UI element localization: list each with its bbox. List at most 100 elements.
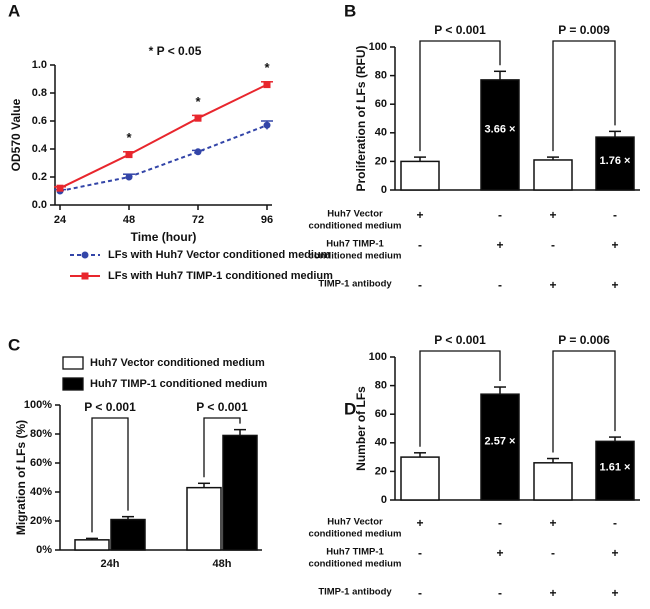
p-value: P = 0.009 [558, 23, 610, 37]
legend-label: Huh7 TIMP-1 conditioned medium [90, 378, 267, 390]
treatment-sign: + [416, 516, 423, 530]
treatment-sign: - [498, 278, 502, 292]
treatment-label: TIMP-1 antibody [318, 587, 392, 598]
p-value: P < 0.001 [434, 23, 486, 37]
series-line [59, 124, 268, 192]
y-tick-label: 20% [30, 515, 52, 527]
fold-change: 1.61 × [600, 462, 631, 474]
treatment-sign: + [611, 238, 618, 252]
treatment-sign: - [418, 278, 422, 292]
x-tick-label: 48h [213, 558, 232, 570]
y-tick-label: 60 [375, 98, 387, 110]
panel-label: C [8, 335, 20, 354]
significance-mark: * [126, 130, 132, 145]
x-tick-label: 48 [123, 214, 135, 226]
bar [533, 159, 573, 191]
bar [480, 79, 520, 191]
point [56, 184, 64, 192]
panel-label: D [344, 399, 356, 418]
treatment-sign: + [549, 516, 556, 530]
y-tick-label: 80% [30, 428, 52, 440]
bar [110, 518, 146, 551]
treatment-label: conditioned medium [309, 251, 402, 262]
bar [595, 136, 635, 191]
treatment-sign: + [549, 208, 556, 222]
treatment-sign: + [611, 586, 618, 600]
bar [400, 456, 440, 501]
y-tick-label: 0.2 [32, 171, 47, 183]
y-tick-label: 80 [375, 380, 387, 392]
comparison-bracket [203, 417, 241, 478]
y-tick-label: 40 [375, 127, 387, 139]
x-axis-label: Time (hour) [131, 230, 197, 244]
p-value: P < 0.001 [84, 400, 136, 414]
treatment-label: conditioned medium [309, 529, 402, 540]
treatment-sign: - [418, 586, 422, 600]
y-tick-label: 40 [375, 437, 387, 449]
y-axis-label: Number of LFs [354, 386, 368, 471]
bar [400, 160, 440, 191]
legend-marker [81, 251, 89, 259]
y-tick-label: 1.0 [32, 59, 47, 71]
treatment-sign: + [496, 238, 503, 252]
y-tick-label: 60% [30, 457, 52, 469]
p-value: P = 0.006 [558, 333, 610, 347]
p-value: P < 0.001 [434, 333, 486, 347]
comparison-bracket [91, 417, 129, 533]
y-tick-label: 20 [375, 155, 387, 167]
y-axis-label: Migration of LFs (%) [14, 420, 28, 535]
legend-swatch [62, 377, 84, 391]
panel-label: B [344, 1, 356, 20]
legend-label: LFs with Huh7 TIMP-1 conditioned medium [108, 270, 333, 282]
point [194, 148, 202, 156]
point [263, 121, 271, 129]
point [125, 151, 133, 159]
y-tick-label: 40% [30, 486, 52, 498]
legend-label: Huh7 Vector conditioned medium [90, 357, 265, 369]
point [125, 173, 133, 181]
treatment-sign: - [498, 586, 502, 600]
p-value: P < 0.001 [196, 400, 248, 414]
treatment-sign: + [549, 586, 556, 600]
treatment-sign: - [418, 546, 422, 560]
y-tick-label: 0 [381, 494, 387, 506]
series-line [59, 83, 268, 190]
treatment-sign: - [498, 208, 502, 222]
y-tick-label: 100 [369, 351, 387, 363]
bar [533, 462, 573, 501]
treatment-sign: + [549, 278, 556, 292]
y-tick-label: 0 [381, 184, 387, 196]
treatment-sign: + [416, 208, 423, 222]
treatment-sign: - [551, 238, 555, 252]
comparison-bracket [419, 350, 501, 447]
x-tick-label: 24h [101, 558, 120, 570]
bar [222, 434, 258, 551]
treatment-sign: - [613, 208, 617, 222]
fold-change: 2.57 × [485, 436, 516, 448]
comparison-bracket [552, 40, 616, 152]
panel-label: A [8, 1, 20, 20]
y-tick-label: 0.4 [32, 143, 48, 155]
y-tick-label: 80 [375, 70, 387, 82]
y-tick-label: 0.0 [32, 199, 47, 211]
x-tick-label: 24 [54, 214, 67, 226]
y-axis-label: Proliferation of LFs (RFU) [354, 46, 368, 192]
legend-swatch [62, 356, 84, 370]
treatment-label: Huh7 Vector [327, 209, 383, 220]
y-tick-label: 60 [375, 408, 387, 420]
y-tick-label: 100 [369, 41, 387, 53]
comparison-bracket [419, 40, 501, 152]
treatment-sign: - [551, 546, 555, 560]
treatment-sign: + [496, 546, 503, 560]
bar [186, 486, 222, 551]
treatment-label: conditioned medium [309, 221, 402, 232]
treatment-sign: - [613, 516, 617, 530]
point [263, 81, 271, 89]
y-tick-label: 0.8 [32, 87, 47, 99]
treatment-label: Huh7 TIMP-1 [326, 547, 384, 558]
x-tick-label: 72 [192, 214, 204, 226]
treatment-label: Huh7 TIMP-1 [326, 239, 384, 250]
treatment-sign: - [418, 238, 422, 252]
legend-label: LFs with Huh7 Vector conditioned medium [108, 249, 331, 261]
